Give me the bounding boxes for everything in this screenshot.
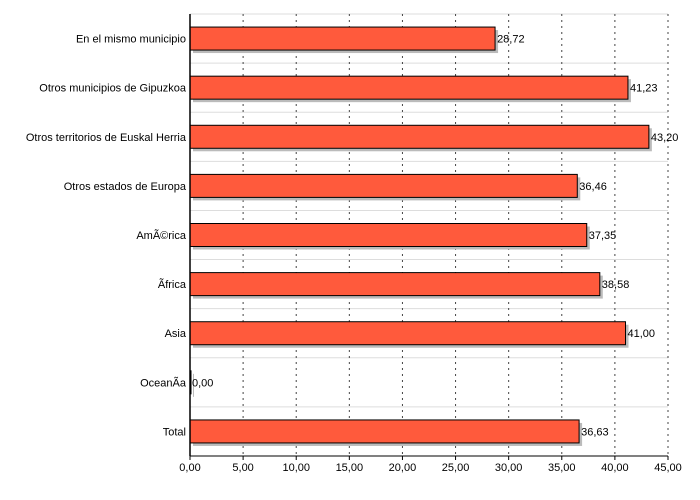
category-label: Asia: [165, 328, 187, 340]
x-tick-label: 35,00: [548, 462, 576, 474]
x-tick-label: 5,00: [232, 462, 253, 474]
category-label: Ãfrica: [158, 278, 187, 291]
value-label: 28,72: [497, 34, 525, 46]
x-tick-label: 45,00: [654, 462, 682, 474]
bar: [189, 272, 601, 297]
category-label: Total: [163, 426, 186, 438]
value-label: 41,23: [630, 83, 658, 95]
category-label: Otros estados de Europa: [64, 181, 187, 193]
labels: En el mismo municipio 28,72 Otros municipi…: [26, 34, 679, 439]
x-tick-label: 30,00: [495, 462, 523, 474]
value-label: 37,35: [589, 230, 617, 242]
bar: [189, 223, 588, 247]
bar: [189, 173, 578, 198]
x-tick-label: 0,00: [179, 462, 200, 474]
value-label: 38,58: [602, 279, 630, 291]
category-label: AmÃ©rica: [136, 229, 187, 242]
value-label: 41,00: [628, 328, 656, 340]
value-label: 36,46: [579, 181, 607, 193]
value-label: 36,63: [581, 426, 609, 438]
x-tick-label: 15,00: [336, 462, 364, 474]
value-label: 0,00: [192, 377, 213, 389]
x-tick-label: 20,00: [389, 462, 417, 474]
bar: [189, 321, 627, 346]
category-label: Otros municipios de Gipuzkoa: [39, 83, 187, 95]
category-label: Otros territorios de Euskal Herria: [26, 132, 187, 144]
axes: 0,00 5,00 10,00 15,00 20,00 25,00 30,00 35,00 40…: [179, 14, 682, 474]
category-label: En el mismo municipio: [76, 34, 186, 46]
x-tick-label: 25,00: [442, 462, 470, 474]
bar-shadow: [193, 373, 194, 397]
bar: [189, 124, 650, 149]
bars: [189, 26, 652, 446]
value-label: 43,20: [651, 132, 679, 144]
bar: [189, 26, 496, 51]
category-label: OceanÃ­a: [140, 376, 187, 389]
x-tick-label: 40,00: [601, 462, 629, 474]
bar: [189, 75, 629, 100]
bar: [189, 419, 580, 444]
x-tick-label: 10,00: [282, 462, 310, 474]
